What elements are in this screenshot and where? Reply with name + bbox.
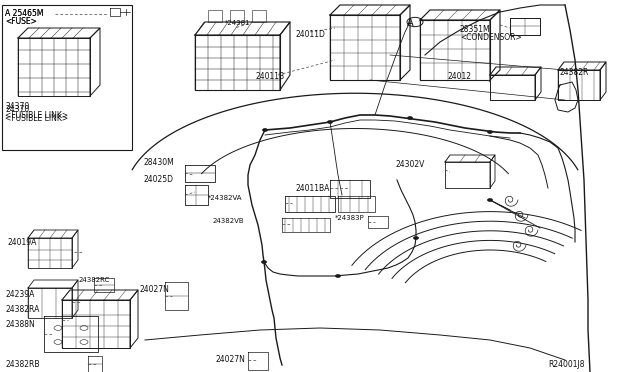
Bar <box>230 10 244 22</box>
Text: *24382VA: *24382VA <box>208 195 243 201</box>
Text: 24382RC: 24382RC <box>79 277 110 283</box>
Text: <FUSE>: <FUSE> <box>5 17 37 26</box>
Text: 24239A: 24239A <box>5 290 35 299</box>
Text: 24370: 24370 <box>5 102 29 111</box>
Text: 24382RB: 24382RB <box>5 360 40 369</box>
Circle shape <box>408 116 413 119</box>
Text: 24370: 24370 <box>5 105 29 114</box>
Text: *24381: *24381 <box>225 20 251 26</box>
Circle shape <box>328 121 333 124</box>
Bar <box>252 10 266 22</box>
Text: R24001J8: R24001J8 <box>548 360 584 369</box>
Text: 24027N: 24027N <box>140 285 170 294</box>
Text: A 25465M: A 25465M <box>5 9 44 18</box>
Circle shape <box>262 260 266 263</box>
Circle shape <box>488 199 493 202</box>
Text: <FUSE>: <FUSE> <box>5 17 37 26</box>
Text: <FUSIBLE LINK>: <FUSIBLE LINK> <box>5 111 68 120</box>
Bar <box>208 10 222 22</box>
Text: 24012: 24012 <box>448 72 472 81</box>
Text: <FUSIBLE LINK>: <FUSIBLE LINK> <box>5 114 68 123</box>
Text: 24019A: 24019A <box>7 238 36 247</box>
Text: 24011D: 24011D <box>295 30 325 39</box>
Text: 28351M: 28351M <box>460 25 491 34</box>
Text: 24011B: 24011B <box>256 72 285 81</box>
Text: 24302V: 24302V <box>395 160 424 169</box>
Text: 24027N: 24027N <box>215 355 245 364</box>
Text: 24382VB: 24382VB <box>213 218 244 224</box>
Circle shape <box>262 129 268 131</box>
Text: 28430M: 28430M <box>143 158 173 167</box>
Circle shape <box>335 275 340 278</box>
Text: 24025D: 24025D <box>143 175 173 184</box>
Text: A 25465M: A 25465M <box>5 9 44 18</box>
Text: <CONDENSOR>: <CONDENSOR> <box>460 33 522 42</box>
Bar <box>2 5 132 150</box>
Text: A: A <box>406 18 413 28</box>
Circle shape <box>488 131 493 134</box>
Text: *24383P: *24383P <box>335 215 365 221</box>
Circle shape <box>413 237 419 240</box>
Text: 24382RA: 24382RA <box>5 305 40 314</box>
Text: 24388N: 24388N <box>5 320 35 329</box>
Text: 24382R: 24382R <box>560 68 589 77</box>
Text: 24011BA: 24011BA <box>295 184 330 193</box>
